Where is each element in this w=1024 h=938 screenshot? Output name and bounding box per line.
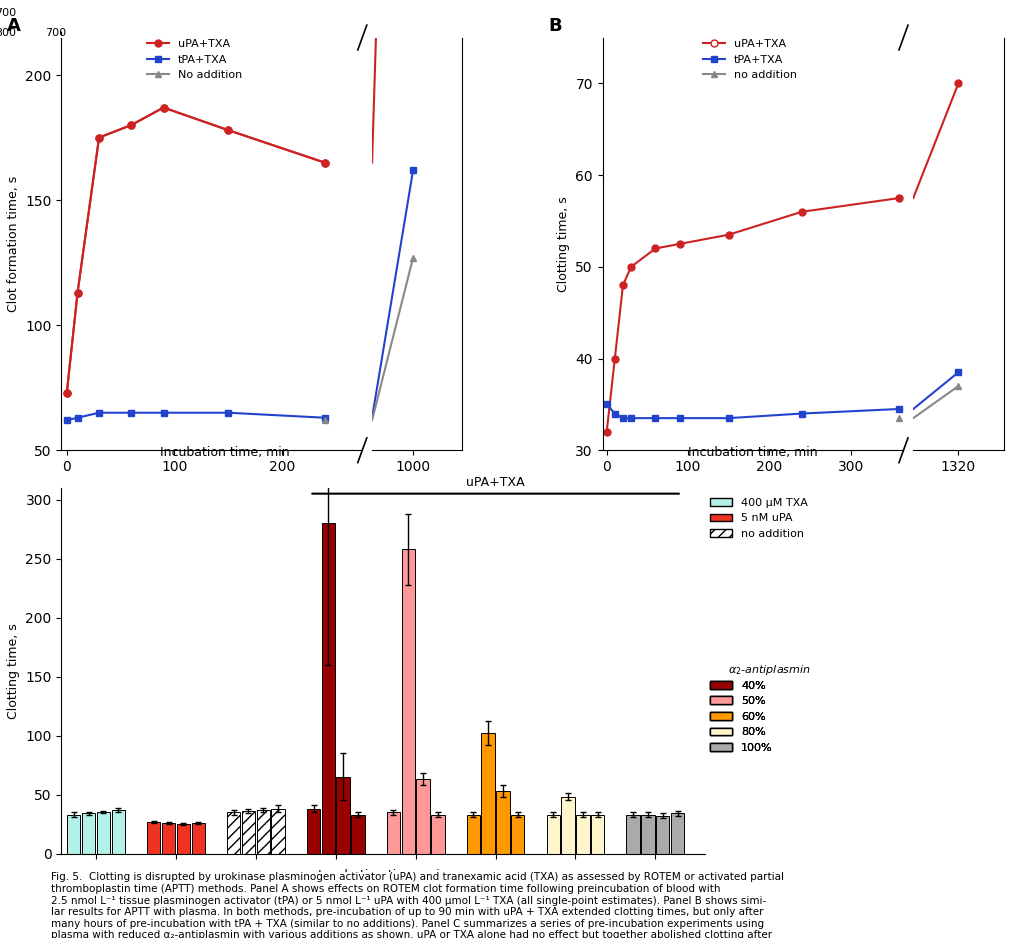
Bar bbox=[401, 549, 415, 854]
Bar bbox=[656, 816, 670, 854]
Text: 7: 7 bbox=[565, 875, 570, 884]
Text: 16: 16 bbox=[418, 875, 428, 884]
Bar bbox=[242, 811, 255, 854]
Text: 25: 25 bbox=[272, 875, 284, 884]
Text: 7: 7 bbox=[246, 875, 251, 884]
Text: 25: 25 bbox=[352, 875, 364, 884]
Text: 25: 25 bbox=[433, 875, 443, 884]
Text: Incubation time, min: Incubation time, min bbox=[688, 446, 817, 459]
Bar bbox=[431, 814, 444, 854]
Bar bbox=[271, 809, 285, 854]
Bar bbox=[417, 779, 430, 854]
X-axis label: Incubation time, min: Incubation time, min bbox=[318, 869, 447, 882]
Bar bbox=[112, 809, 125, 854]
Text: 7: 7 bbox=[86, 875, 91, 884]
Bar bbox=[162, 823, 175, 854]
Bar bbox=[257, 809, 270, 854]
Text: 25: 25 bbox=[113, 875, 124, 884]
Legend: 40%, 50%, 60%, 80%, 100%: 40%, 50%, 60%, 80%, 100% bbox=[706, 676, 777, 757]
Text: 700: 700 bbox=[0, 8, 16, 18]
Y-axis label: Clot formation time, s: Clot formation time, s bbox=[7, 175, 19, 312]
Text: 1: 1 bbox=[231, 875, 237, 884]
Bar bbox=[577, 814, 590, 854]
Bar bbox=[627, 814, 640, 854]
Bar bbox=[337, 777, 350, 854]
Text: B: B bbox=[549, 17, 562, 35]
Text: 1: 1 bbox=[551, 875, 556, 884]
Bar bbox=[481, 734, 495, 854]
Y-axis label: Clotting time, s: Clotting time, s bbox=[7, 623, 19, 719]
Text: 16: 16 bbox=[178, 875, 188, 884]
Text: 7: 7 bbox=[645, 875, 650, 884]
Bar bbox=[671, 813, 684, 854]
Bar bbox=[147, 822, 161, 854]
Bar bbox=[191, 823, 205, 854]
Text: 300: 300 bbox=[0, 28, 16, 38]
Text: 16: 16 bbox=[98, 875, 109, 884]
Text: uPA+TXA: uPA+TXA bbox=[466, 476, 525, 489]
Text: 25: 25 bbox=[673, 875, 683, 884]
Bar bbox=[97, 812, 111, 854]
Legend: uPA+TXA, tPA+TXA, No addition: uPA+TXA, tPA+TXA, No addition bbox=[142, 35, 247, 84]
Text: 25: 25 bbox=[593, 875, 603, 884]
Text: 700: 700 bbox=[45, 27, 67, 38]
Text: 7: 7 bbox=[326, 875, 331, 884]
Text: 1: 1 bbox=[152, 875, 157, 884]
Text: 1: 1 bbox=[471, 875, 476, 884]
Bar bbox=[511, 814, 524, 854]
Text: 16: 16 bbox=[338, 875, 348, 884]
Text: 1: 1 bbox=[391, 875, 396, 884]
Y-axis label: Clotting time, s: Clotting time, s bbox=[557, 196, 569, 292]
Bar bbox=[561, 797, 574, 854]
Text: 1: 1 bbox=[72, 875, 77, 884]
Text: 7: 7 bbox=[166, 875, 171, 884]
Legend: uPA+TXA, tPA+TXA, no addition: uPA+TXA, tPA+TXA, no addition bbox=[698, 35, 802, 84]
Text: 16: 16 bbox=[498, 875, 508, 884]
Bar bbox=[82, 813, 95, 854]
Text: 25: 25 bbox=[193, 875, 204, 884]
Bar bbox=[227, 812, 241, 854]
Bar bbox=[387, 812, 400, 854]
Text: Incubation time, min: Incubation time, min bbox=[161, 446, 290, 459]
Bar bbox=[177, 825, 190, 854]
Text: 16: 16 bbox=[578, 875, 588, 884]
Text: A: A bbox=[7, 17, 22, 35]
Text: 7: 7 bbox=[485, 875, 490, 884]
Text: Fig. 5.  Clotting is disrupted by urokinase plasminogen activator (uPA) and tran: Fig. 5. Clotting is disrupted by urokina… bbox=[51, 872, 787, 938]
Text: 16: 16 bbox=[657, 875, 668, 884]
Bar bbox=[591, 814, 604, 854]
Text: 16: 16 bbox=[258, 875, 268, 884]
Bar bbox=[497, 791, 510, 854]
Bar bbox=[467, 814, 480, 854]
Text: 25: 25 bbox=[513, 875, 523, 884]
Bar bbox=[307, 809, 321, 854]
Text: 7: 7 bbox=[406, 875, 411, 884]
Bar bbox=[547, 814, 560, 854]
Bar bbox=[351, 814, 365, 854]
Bar bbox=[322, 523, 335, 854]
Text: $\alpha_2$-antiplasmin: $\alpha_2$-antiplasmin bbox=[728, 663, 811, 677]
Bar bbox=[641, 814, 654, 854]
Bar bbox=[68, 814, 81, 854]
Text: 1: 1 bbox=[311, 875, 316, 884]
Text: 1: 1 bbox=[631, 875, 636, 884]
